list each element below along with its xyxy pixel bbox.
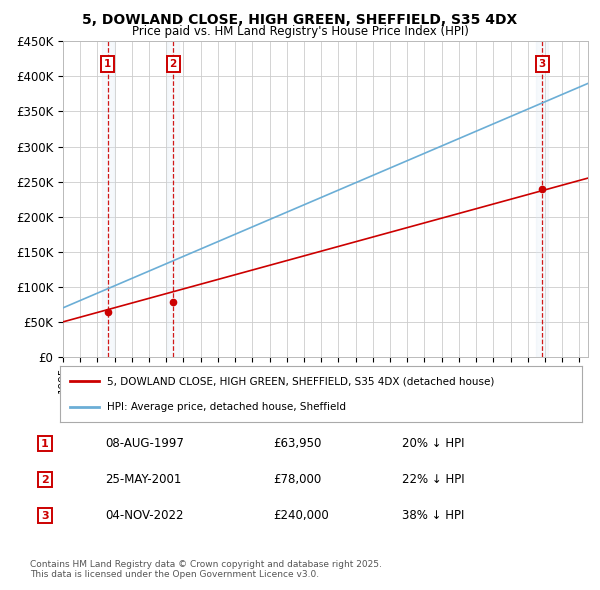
Text: 25-MAY-2001: 25-MAY-2001 — [105, 473, 181, 486]
Text: £240,000: £240,000 — [273, 509, 329, 522]
Text: 04-NOV-2022: 04-NOV-2022 — [105, 509, 184, 522]
Text: Price paid vs. HM Land Registry's House Price Index (HPI): Price paid vs. HM Land Registry's House … — [131, 25, 469, 38]
Text: £78,000: £78,000 — [273, 473, 321, 486]
Text: 3: 3 — [539, 59, 546, 69]
Text: 22% ↓ HPI: 22% ↓ HPI — [402, 473, 464, 486]
Text: 2: 2 — [170, 59, 177, 69]
Bar — [536, 41, 548, 357]
Bar — [102, 41, 114, 357]
Text: 08-AUG-1997: 08-AUG-1997 — [105, 437, 184, 450]
Text: £63,950: £63,950 — [273, 437, 322, 450]
Text: 3: 3 — [41, 511, 49, 520]
Text: 38% ↓ HPI: 38% ↓ HPI — [402, 509, 464, 522]
Text: 5, DOWLAND CLOSE, HIGH GREEN, SHEFFIELD, S35 4DX: 5, DOWLAND CLOSE, HIGH GREEN, SHEFFIELD,… — [82, 13, 518, 27]
Text: Contains HM Land Registry data © Crown copyright and database right 2025.
This d: Contains HM Land Registry data © Crown c… — [30, 560, 382, 579]
Text: 20% ↓ HPI: 20% ↓ HPI — [402, 437, 464, 450]
Bar — [167, 41, 179, 357]
Text: 1: 1 — [41, 439, 49, 448]
Text: 2: 2 — [41, 475, 49, 484]
Text: 5, DOWLAND CLOSE, HIGH GREEN, SHEFFIELD, S35 4DX (detached house): 5, DOWLAND CLOSE, HIGH GREEN, SHEFFIELD,… — [107, 376, 494, 386]
Text: HPI: Average price, detached house, Sheffield: HPI: Average price, detached house, Shef… — [107, 402, 346, 412]
Text: 1: 1 — [104, 59, 112, 69]
